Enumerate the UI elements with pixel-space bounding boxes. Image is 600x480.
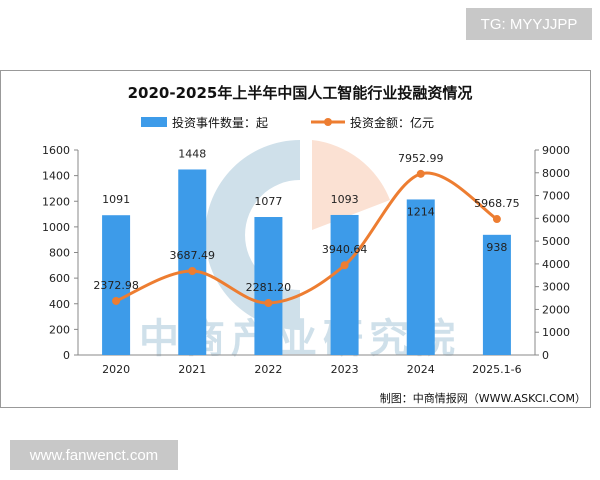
source-note: 制图：中商情报网（WWW.ASKCI.COM） (380, 391, 586, 405)
right-tick-label: 1000 (542, 326, 570, 339)
legend: 投资事件数量：起 投资金额：亿元 (141, 115, 434, 130)
bar-value-label: 1214 (407, 205, 435, 218)
line-value-label: 7952.99 (398, 152, 444, 165)
x-tick-label: 2025.1-6 (472, 363, 521, 376)
right-tick-label: 0 (542, 349, 549, 362)
legend-line-label: 投资金额：亿元 (350, 115, 434, 130)
right-tick-label: 7000 (542, 190, 570, 203)
x-tick-label: 2022 (254, 363, 282, 376)
bar-value-label: 1077 (254, 195, 282, 208)
right-tick-label: 9000 (542, 144, 570, 157)
left-tick-label: 0 (63, 349, 70, 362)
bar (102, 215, 131, 355)
amount-line (115, 171, 498, 305)
left-tick-label: 600 (49, 272, 70, 285)
left-tick-label: 200 (49, 323, 70, 336)
line-value-label: 3687.49 (170, 249, 216, 262)
line-value-label: 5968.75 (474, 197, 520, 210)
left-tick-label: 1200 (42, 195, 70, 208)
line-value-label: 3940.64 (322, 243, 368, 256)
amount-point (112, 296, 121, 305)
left-tick-label: 400 (49, 298, 70, 311)
left-tick-label: 800 (49, 247, 70, 260)
x-tick-label: 2020 (102, 363, 130, 376)
watermark-shape-orange (312, 140, 390, 230)
amount-point (492, 215, 501, 224)
top-right-overlay: TG: MYYJJPP (466, 8, 592, 40)
right-tick-label: 2000 (542, 303, 570, 316)
bar-value-label: 1093 (331, 193, 359, 206)
bottom-left-overlay: www.fanwenct.com (10, 440, 178, 470)
bar (406, 199, 435, 355)
bar-value-label: 938 (486, 241, 507, 254)
line-value-label: 2281.20 (246, 281, 292, 294)
bar (330, 214, 359, 355)
right-tick-label: 3000 (542, 281, 570, 294)
amount-point (416, 169, 425, 178)
bar (254, 217, 283, 355)
amount-point (188, 267, 197, 276)
legend-bar-label: 投资事件数量：起 (172, 115, 268, 130)
legend-line-marker (324, 118, 332, 126)
legend-bar-swatch (141, 117, 167, 127)
x-tick-label: 2021 (178, 363, 206, 376)
right-tick-label: 6000 (542, 212, 570, 225)
right-tick-label: 4000 (542, 258, 570, 271)
amount-point (340, 261, 349, 270)
line-value-label: 2372.98 (93, 279, 139, 292)
bar (482, 234, 511, 355)
chart-frame (0, 70, 591, 408)
left-tick-label: 1000 (42, 221, 70, 234)
bar-value-label: 1448 (178, 147, 206, 160)
right-tick-label: 8000 (542, 167, 570, 180)
watermark-shape-blue (205, 140, 300, 330)
x-tick-label: 2023 (331, 363, 359, 376)
x-tick-label: 2024 (407, 363, 435, 376)
right-tick-label: 5000 (542, 235, 570, 248)
bar (178, 169, 207, 355)
chart-title: 2020-2025年上半年中国人工智能行业投融资情况 (128, 84, 473, 102)
bar-value-label: 1091 (102, 193, 130, 206)
left-tick-label: 1400 (42, 170, 70, 183)
left-tick-label: 1600 (42, 144, 70, 157)
amount-point (264, 299, 273, 308)
